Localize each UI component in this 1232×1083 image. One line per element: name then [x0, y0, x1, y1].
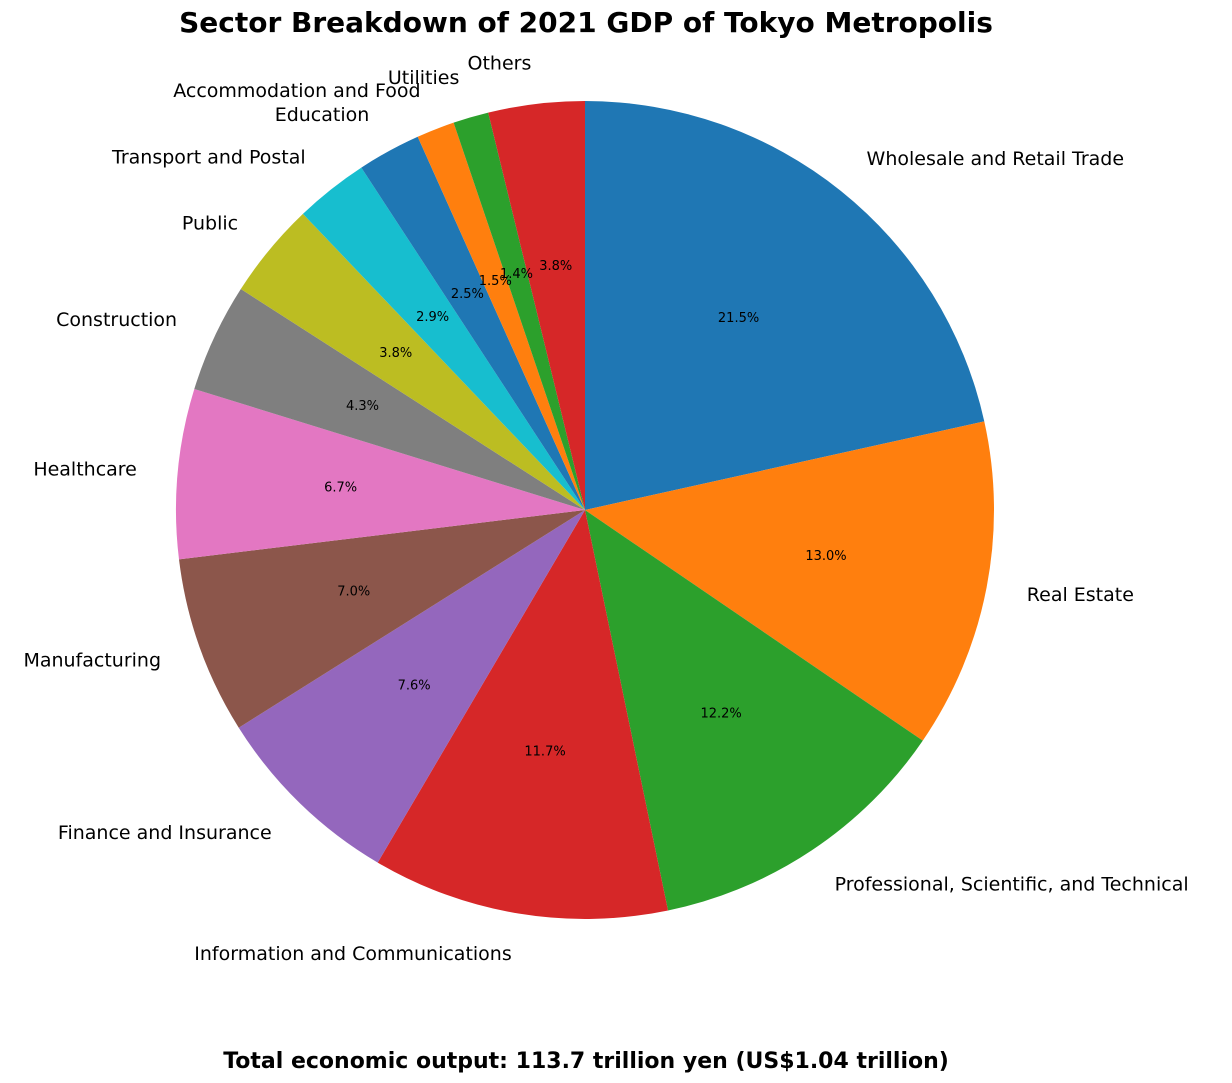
slice-labels: Wholesale and Retail Trade Real Estate Pro… [23, 52, 1188, 965]
pct-label-construction: 4.3% [346, 399, 379, 414]
slice-label-education: Education [275, 104, 370, 126]
pie-slice-real-estate [585, 421, 995, 741]
pie-slice-public [240, 213, 585, 510]
slice-label-wholesale-and-retail-trade: Wholesale and Retail Trade [867, 148, 1125, 170]
chart-title: Sector Breakdown of 2021 GDP of Tokyo Me… [179, 6, 993, 39]
slice-label-manufacturing: Manufacturing [23, 650, 161, 672]
pie-slice-wholesale-and-retail-trade [585, 101, 985, 510]
pie-slice-professional-scientific-and-technical [585, 510, 923, 911]
pie-slice-education [361, 136, 585, 510]
pct-label-utilities: 1.4% [500, 267, 533, 282]
percent-labels: 21.5% 13.0% 12.2% 11.7% 7.6% 7.0% 6.7% 4.3% 3.8%… [324, 259, 847, 760]
pct-label-transport-and-postal: 2.9% [416, 310, 449, 325]
pct-label-education: 2.5% [451, 287, 484, 302]
slice-label-real-estate: Real Estate [1027, 584, 1134, 606]
pct-label-healthcare: 6.7% [324, 481, 357, 496]
pct-label-wholesale-and-retail-trade: 21.5% [718, 311, 759, 326]
slice-label-information-and-communications: Information and Communications [194, 943, 511, 965]
pie-slice-construction [194, 289, 585, 510]
pie-slice-information-and-communications [377, 510, 669, 919]
pie-slice-utilities [453, 112, 585, 511]
pct-label-professional-scientific-and-technical: 12.2% [700, 707, 741, 722]
slice-label-public: Public [182, 213, 238, 235]
chart-footer: Total economic output: 113.7 trillion ye… [223, 1049, 949, 1074]
slice-label-healthcare: Healthcare [33, 459, 137, 481]
slice-label-accommodation-and-food: Accommodation and Food [173, 80, 420, 102]
pie-slice-accommodation-and-food [417, 122, 585, 510]
pie-slice-finance-and-insurance [238, 510, 586, 863]
slice-label-others: Others [468, 52, 532, 74]
pct-label-accommodation-and-food: 1.5% [479, 274, 512, 289]
pct-label-real-estate: 13.0% [805, 549, 846, 564]
slice-label-professional-scientific-and-technical: Professional, Scientific, and Technical [835, 873, 1189, 895]
pct-label-public: 3.8% [379, 346, 412, 361]
pie-slice-transport-and-postal [302, 167, 585, 511]
slice-label-construction: Construction [56, 309, 177, 331]
pct-label-finance-and-insurance: 7.6% [398, 679, 431, 694]
slice-label-transport-and-postal: Transport and Postal [111, 146, 306, 168]
pie-slice-manufacturing [178, 510, 585, 728]
pct-label-information-and-communications: 11.7% [524, 745, 565, 760]
pie-slice-healthcare [176, 389, 585, 560]
slice-label-finance-and-insurance: Finance and Insurance [58, 822, 272, 844]
pct-label-others: 3.8% [539, 259, 572, 274]
slice-label-utilities: Utilities [388, 67, 460, 89]
pie-slices [176, 101, 995, 919]
pct-label-manufacturing: 7.0% [337, 585, 370, 600]
pie-slice-others [488, 101, 585, 510]
